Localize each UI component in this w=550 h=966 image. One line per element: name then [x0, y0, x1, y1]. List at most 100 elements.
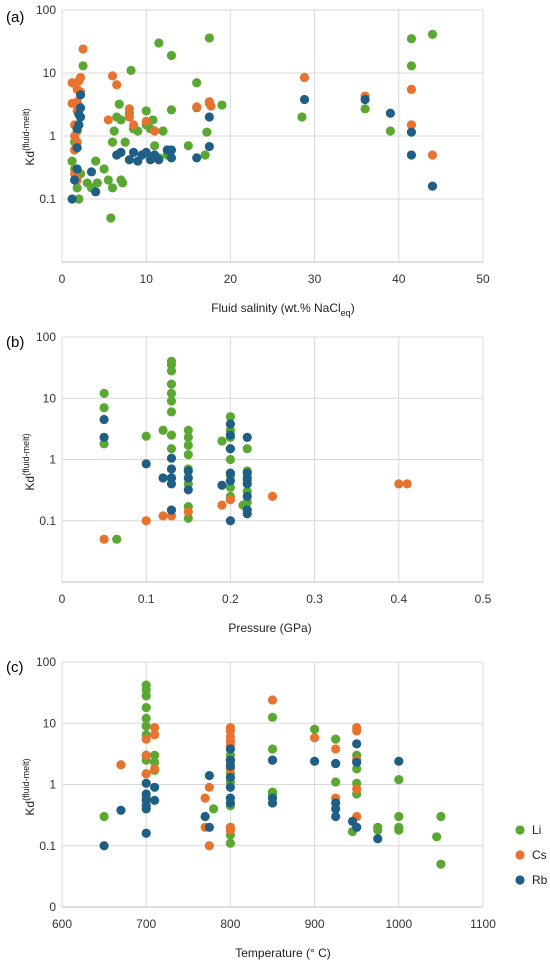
point-li-a — [78, 61, 88, 71]
point-rb-c — [200, 811, 210, 822]
point-cs-c — [204, 841, 214, 851]
x-tick-label: 0.2 — [222, 592, 239, 606]
point-cs-c — [200, 793, 210, 803]
point-rb-b — [183, 473, 193, 483]
point-rb-a — [427, 181, 438, 191]
point-rb-a — [192, 153, 202, 163]
point-li-c — [267, 744, 278, 754]
y-tick-label: 0 — [49, 900, 56, 914]
point-cs-b — [141, 516, 151, 526]
point-cs-c — [141, 769, 151, 779]
point-cs-c — [225, 825, 235, 835]
y-tick-label: 0.1 — [39, 839, 56, 853]
point-rb-c — [225, 744, 235, 754]
point-li-c — [331, 734, 341, 744]
point-rb-b — [217, 480, 227, 490]
point-rb-b — [242, 509, 252, 519]
point-li-a — [427, 29, 438, 39]
point-li-a — [91, 156, 101, 166]
x-tick-label: 10 — [140, 272, 154, 286]
point-li-b — [242, 444, 252, 454]
y-tick-label: 1 — [49, 129, 56, 143]
point-rb-b — [166, 505, 177, 515]
x-tick-label: 0.4 — [390, 592, 407, 606]
point-rb-a — [67, 194, 77, 204]
point-cs-b — [394, 479, 404, 489]
point-rb-a — [406, 127, 417, 137]
point-li-c — [150, 750, 160, 760]
point-cs-b — [402, 479, 412, 489]
point-li-a — [183, 141, 193, 151]
point-rb-b — [99, 414, 109, 425]
point-rb-b — [158, 473, 168, 483]
panel-a: (a) 0 10 20 30 40 50 0.1 1 10 100 Fluid salinity … — [6, 3, 490, 318]
point-rb-a — [360, 94, 370, 105]
point-li-c — [150, 757, 160, 767]
point-li-c — [208, 804, 219, 814]
point-li-a — [118, 178, 128, 188]
point-rb-c — [267, 755, 278, 765]
point-cs-c — [150, 722, 160, 733]
point-li-b — [217, 436, 227, 446]
point-rb-b — [166, 464, 177, 474]
point-rb-a — [72, 143, 82, 153]
point-rb-c — [352, 757, 362, 767]
point-rb-c — [225, 782, 235, 792]
y-tick-label: 1 — [49, 778, 56, 792]
point-li-a — [67, 156, 77, 166]
points-c — [99, 680, 446, 869]
point-cs-c — [116, 760, 126, 770]
x-tick-label: 1000 — [385, 917, 412, 931]
legend-marker-cs — [515, 850, 525, 860]
point-rb-b — [225, 430, 235, 440]
point-cs-b — [99, 534, 109, 544]
point-rb-c — [204, 770, 214, 781]
point-li-b — [225, 482, 235, 493]
x-axis-label-b: Pressure (GPa) — [228, 621, 311, 635]
point-li-c — [436, 859, 446, 869]
point-rb-c — [225, 772, 235, 783]
x-axis-label-a: Fluid salinity (wt.% NaCleq) — [211, 301, 354, 318]
x-tick-label: 600 — [52, 917, 72, 931]
point-li-a — [297, 112, 307, 122]
point-rb-a — [72, 164, 82, 174]
point-li-b — [99, 439, 109, 449]
x-tick-label: 40 — [392, 272, 406, 286]
point-li-c — [141, 721, 151, 731]
x-tick-label: 0 — [59, 272, 66, 286]
point-li-a — [114, 99, 124, 109]
point-li-b — [225, 454, 235, 465]
point-rb-a — [91, 187, 101, 197]
point-cs-b — [183, 507, 193, 517]
point-li-b — [166, 388, 177, 399]
point-li-a — [406, 34, 417, 44]
point-rb-c — [141, 804, 151, 814]
point-li-a — [166, 50, 177, 61]
point-rb-c — [225, 761, 235, 771]
point-cs-a — [141, 116, 151, 127]
x-axis-label-c: Temperature (° C) — [235, 946, 331, 960]
point-li-c — [141, 713, 151, 724]
point-rb-a — [70, 175, 80, 185]
point-cs-c — [310, 733, 320, 743]
point-cs-c — [352, 726, 362, 736]
point-cs-a — [107, 71, 118, 81]
point-rb-c — [141, 778, 151, 788]
y-tick-label: 10 — [43, 391, 57, 405]
legend-marker-li — [515, 825, 525, 835]
y-tick-label: 1 — [49, 453, 56, 467]
y-tick-label: 100 — [36, 655, 56, 669]
point-cs-a — [299, 72, 310, 83]
point-li-a — [74, 194, 84, 204]
point-li-a — [192, 78, 202, 88]
point-rb-a — [116, 147, 126, 157]
point-li-b — [112, 534, 122, 544]
point-cs-c — [150, 764, 160, 774]
point-li-a — [141, 106, 151, 116]
point-li-c — [331, 777, 341, 787]
point-li-c — [394, 811, 404, 822]
point-li-a — [202, 127, 212, 137]
point-li-a — [99, 164, 109, 174]
point-li-a — [406, 61, 417, 71]
point-rb-b — [225, 419, 235, 429]
